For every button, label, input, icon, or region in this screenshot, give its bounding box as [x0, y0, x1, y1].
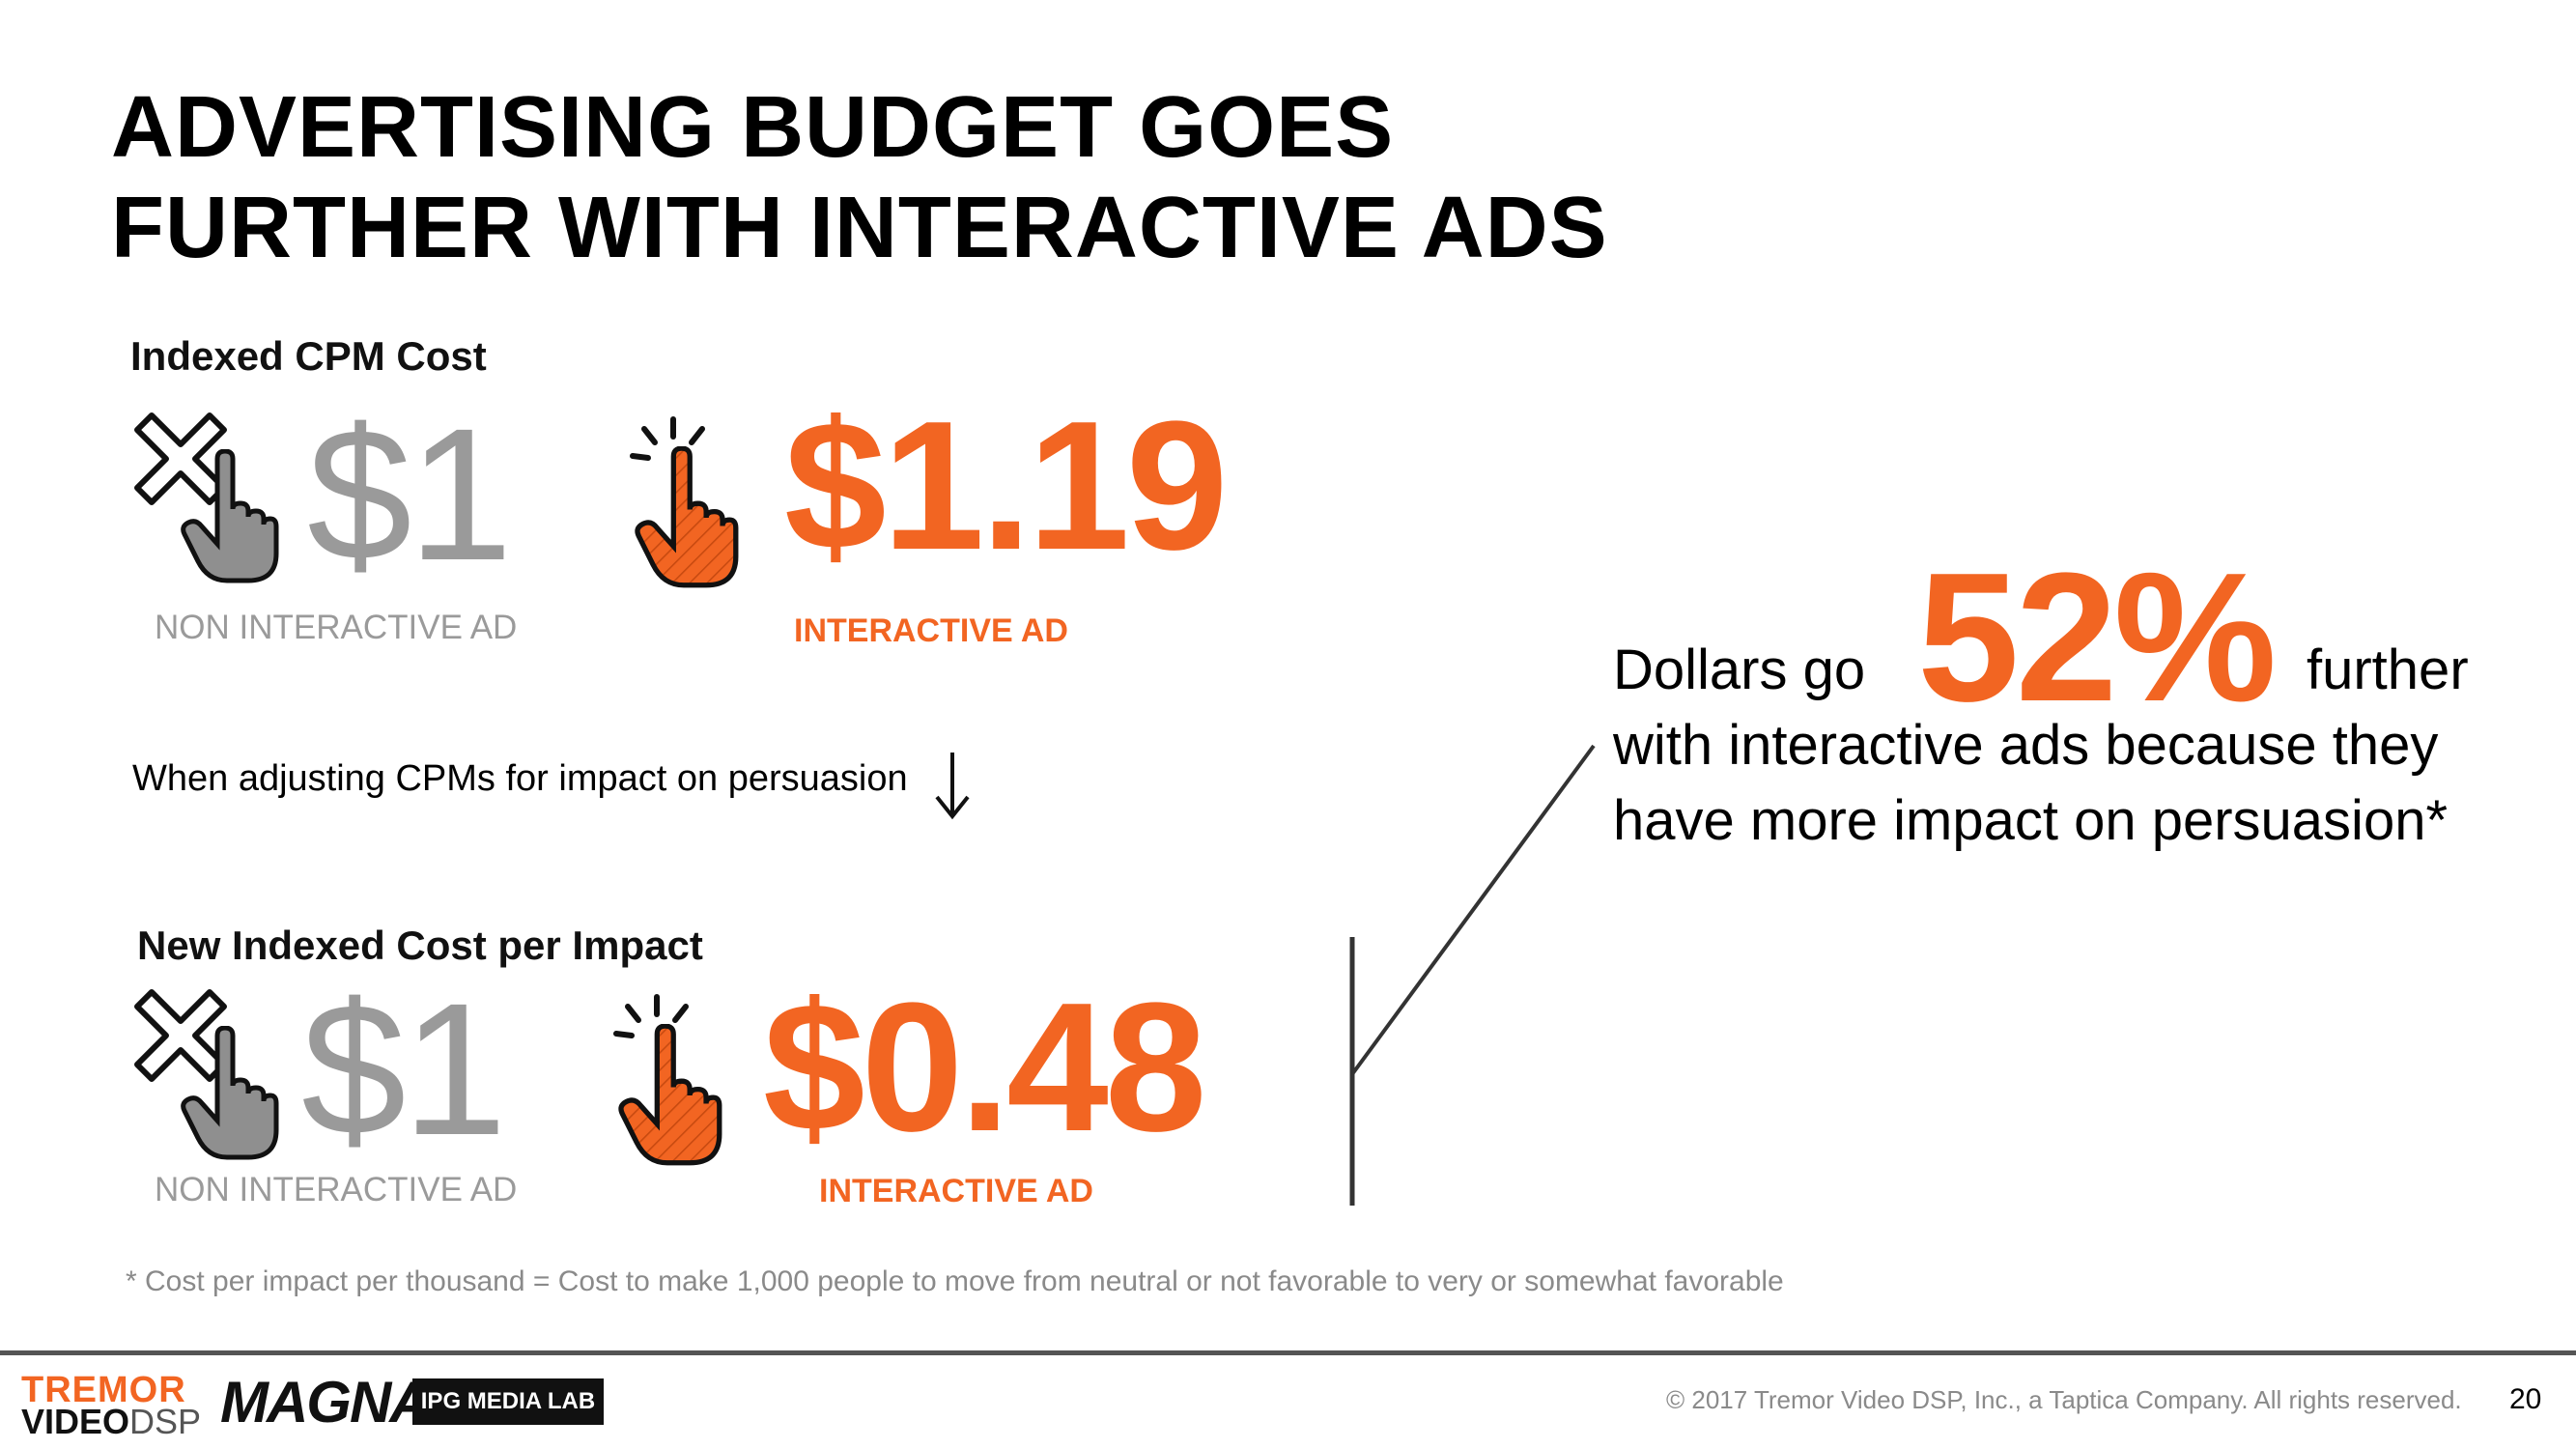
callout-prefix: Dollars go	[1613, 639, 1866, 701]
adjust-text: When adjusting CPMs for impact on persua…	[132, 758, 908, 799]
footer-divider	[0, 1350, 2576, 1355]
callout-percent: 52%	[1917, 535, 2277, 740]
cpm-non-interactive-label: NON INTERACTIVE AD	[155, 609, 518, 646]
cpm-interactive-value: $1.19	[784, 384, 1228, 588]
callout-suffix: further	[2307, 639, 2469, 701]
magna-logo: MAGNA	[220, 1370, 432, 1435]
clicking-hand-cursor-icon	[630, 416, 768, 589]
cpm-heading: Indexed CPM Cost	[130, 333, 487, 379]
impact-non-interactive-value: $1	[301, 964, 507, 1175]
callout-line-2: with interactive ads because they	[1613, 714, 2439, 777]
cpm-interactive-label: INTERACTIVE AD	[794, 612, 1068, 649]
tremor-logo-line1: TREMOR	[21, 1370, 186, 1410]
arrow-down-icon	[935, 753, 970, 820]
copyright: © 2017 Tremor Video DSP, Inc., a Taptica…	[1666, 1385, 2462, 1414]
impact-heading: New Indexed Cost per Impact	[137, 923, 703, 968]
crossed-hand-cursor-icon	[134, 412, 292, 584]
ipg-media-lab-logo: IPG MEDIA LAB	[412, 1378, 604, 1425]
page-number: 20	[2509, 1383, 2542, 1415]
callout-line-3: have more impact on persuasion*	[1613, 789, 2449, 852]
crossed-hand-cursor-icon	[134, 989, 292, 1161]
impact-interactive-label: INTERACTIVE AD	[819, 1173, 1093, 1209]
impact-non-interactive-label: NON INTERACTIVE AD	[155, 1171, 518, 1208]
title-line-1: ADVERTISING BUDGET GOES	[111, 79, 1395, 176]
title-line-2: FURTHER WITH INTERACTIVE ADS	[111, 180, 1608, 276]
tremor-logo-line2: VIDEODSP	[21, 1405, 201, 1439]
impact-interactive-value: $0.48	[763, 965, 1206, 1170]
cpm-non-interactive-value: $1	[307, 389, 513, 600]
clicking-hand-cursor-icon	[613, 994, 751, 1167]
page-title: ADVERTISING BUDGET GOES FURTHER WITH INT…	[111, 77, 1608, 278]
tremor-logo-video: VIDEO	[21, 1402, 130, 1441]
callout-connector	[1349, 744, 1596, 1206]
footnote: * Cost per impact per thousand = Cost to…	[126, 1265, 1784, 1297]
tremor-logo-dsp: DSP	[129, 1402, 202, 1441]
